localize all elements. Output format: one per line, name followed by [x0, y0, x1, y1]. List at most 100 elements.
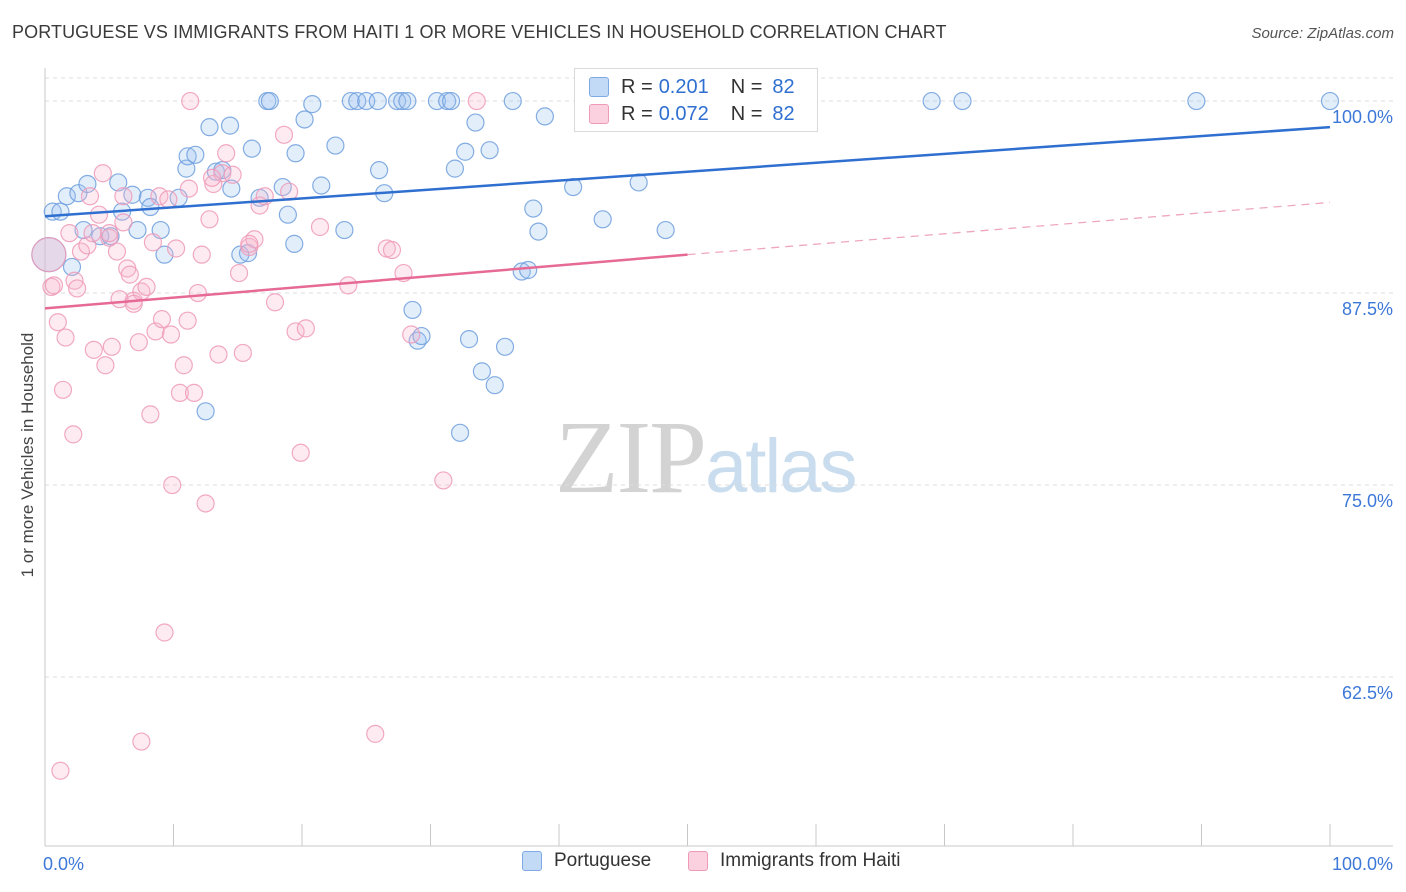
x-tick-label: 100.0% — [1332, 854, 1393, 874]
haiti-point — [265, 293, 285, 312]
haiti-point — [100, 224, 119, 243]
legend-r-label: R = — [621, 102, 653, 125]
haiti-point — [163, 475, 182, 495]
haiti-point — [200, 210, 219, 229]
portuguese-point — [273, 177, 292, 197]
portuguese-point — [656, 220, 675, 240]
portuguese-point — [335, 220, 354, 240]
haiti-point — [64, 425, 83, 444]
trend-lines — [44, 125, 1331, 310]
legend-swatch-haiti — [589, 104, 609, 124]
portuguese-point — [387, 91, 407, 111]
portuguese-trend-line — [44, 125, 1331, 218]
haiti-point — [223, 165, 242, 184]
haiti-point — [102, 337, 121, 356]
portuguese-point — [398, 91, 417, 111]
portuguese-point — [519, 260, 538, 280]
portuguese-point — [196, 402, 215, 421]
portuguese-point — [524, 199, 543, 218]
series-legend-portuguese[interactable]: Portuguese — [522, 850, 651, 872]
haiti-point — [179, 179, 199, 198]
haiti-point — [31, 237, 67, 273]
haiti-point — [155, 623, 174, 642]
watermark-zip: ZIP — [555, 400, 707, 515]
haiti-point — [129, 333, 148, 352]
haiti-point — [56, 328, 75, 347]
portuguese-point — [285, 234, 304, 253]
legend-n-label: N = — [730, 102, 763, 125]
legend-r-value: 0.072 — [658, 102, 709, 125]
haiti-point — [159, 190, 178, 209]
portuguese-point — [393, 91, 412, 111]
haiti-point — [181, 91, 200, 111]
legend-row-haiti: R = 0.072 N = 82 — [589, 102, 795, 126]
portuguese-point — [109, 173, 128, 192]
portuguese-point — [123, 185, 142, 204]
portuguese-point — [220, 116, 240, 135]
portuguese-point — [529, 222, 548, 241]
haiti-point — [68, 279, 87, 298]
haiti-point — [192, 245, 211, 264]
haiti-point — [141, 405, 160, 424]
y-tick-label: 87.5% — [1342, 299, 1393, 319]
legend-row-portuguese: R = 0.201 N = 82 — [589, 75, 795, 99]
haiti-point — [280, 182, 299, 201]
haiti-point — [89, 205, 109, 224]
portuguese-point — [278, 205, 297, 224]
portuguese-point — [303, 95, 322, 114]
series-legend: Portuguese Immigrants from Haiti — [0, 850, 1406, 878]
portuguese-point — [953, 91, 972, 111]
portuguese-point — [51, 202, 70, 221]
haiti-point — [124, 294, 143, 313]
haiti-point — [60, 224, 79, 243]
haiti-point — [120, 265, 139, 284]
portuguese-point — [186, 145, 205, 164]
haiti-point — [96, 356, 115, 375]
watermark-atlas: atlas — [705, 424, 858, 509]
haiti-point — [196, 494, 215, 513]
portuguese-point — [495, 337, 515, 356]
portuguese-point — [593, 210, 612, 229]
portuguese-point — [222, 179, 241, 198]
haiti-trend-line — [44, 253, 688, 310]
legend-n-value: 82 — [772, 75, 795, 98]
haiti-point — [93, 164, 112, 183]
haiti-point — [217, 144, 236, 163]
chart-title: PORTUGUESE VS IMMIGRANTS FROM HAITI 1 OR… — [12, 22, 947, 42]
haiti-point — [202, 168, 222, 187]
portuguese-point — [326, 136, 345, 155]
portuguese-point — [535, 107, 554, 126]
haiti-point — [240, 234, 259, 253]
portuguese-point — [480, 141, 499, 160]
haiti-point — [107, 242, 127, 261]
portuguese-point — [260, 91, 279, 111]
haiti-point — [382, 240, 402, 260]
portuguese-point — [178, 147, 197, 166]
portuguese-point — [295, 110, 314, 129]
portuguese-point — [466, 113, 485, 132]
haiti-point — [51, 761, 70, 780]
legend-r-label: R = — [621, 75, 653, 98]
haiti-point — [48, 313, 67, 332]
series-legend-haiti[interactable]: Immigrants from Haiti — [688, 850, 901, 872]
haiti-point — [291, 443, 310, 462]
haiti-points — [31, 91, 486, 780]
portuguese-point — [312, 176, 331, 195]
haiti-trend-extension — [687, 201, 1331, 256]
y-tick-label: 62.5% — [1342, 683, 1393, 703]
y-tick-label: 75.0% — [1342, 491, 1393, 511]
correlation-legend: R = 0.201 N = 82 R = 0.072 N = 82 — [574, 68, 818, 132]
portuguese-point — [922, 91, 941, 111]
haiti-point — [137, 277, 156, 296]
y-tick-label: 100.0% — [1332, 107, 1393, 127]
haiti-point — [83, 224, 102, 243]
portuguese-point — [155, 245, 174, 264]
haiti-point — [366, 724, 385, 743]
series-swatch-haiti — [688, 851, 708, 871]
portuguese-point — [1187, 91, 1206, 111]
haiti-point — [174, 356, 193, 375]
tick-labels: 100.0% 87.5% 75.0% 62.5% 0.0% 100.0% — [43, 107, 1393, 874]
grid-layer — [45, 77, 1393, 678]
haiti-point — [434, 471, 453, 490]
haiti-point — [44, 276, 64, 295]
